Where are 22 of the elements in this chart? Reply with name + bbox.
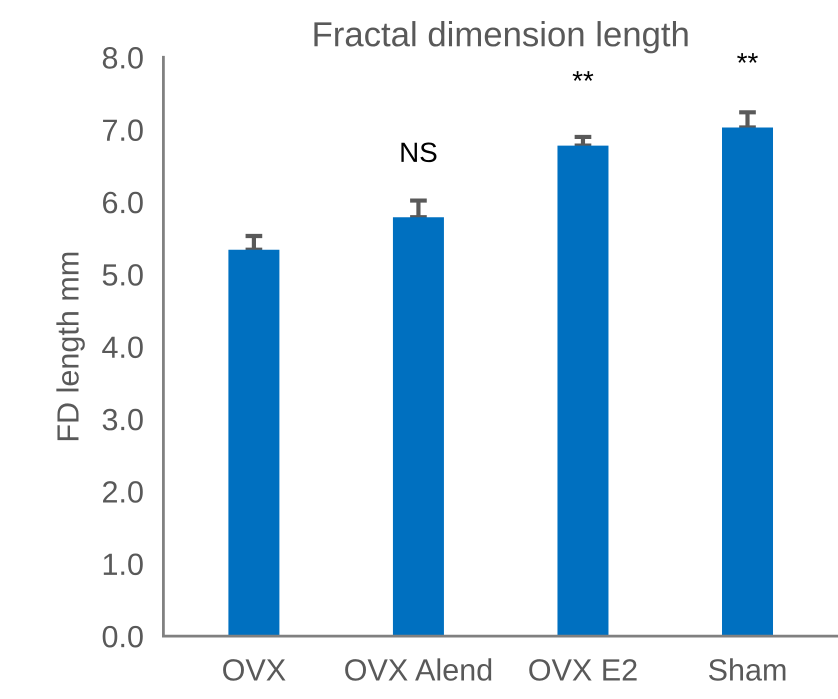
annotation: ** <box>737 53 758 63</box>
bar <box>557 146 608 636</box>
x-tick-label: OVX <box>223 659 286 681</box>
x-tick-label: OVX Alend <box>345 658 492 681</box>
bar <box>722 127 774 636</box>
y-axis-title: FD length mm <box>56 252 85 440</box>
y-tick-label: 3.0 <box>102 408 143 430</box>
annotation: ** <box>572 71 594 81</box>
bar <box>392 217 444 636</box>
x-tick-label: Sham <box>708 658 786 681</box>
y-tick-label: 0.0 <box>102 626 143 648</box>
y-tick-label: 4.0 <box>102 336 143 358</box>
chart-title: Fractal dimension length <box>314 21 688 54</box>
y-tick-label: 6.0 <box>103 192 143 214</box>
y-tick-label: 2.0 <box>103 481 143 503</box>
bar <box>228 250 280 636</box>
x-tick-label: OVX E2 <box>529 659 637 681</box>
y-tick-label: 7.0 <box>103 119 143 142</box>
y-tick-label: 5.0 <box>102 264 143 286</box>
annotation: NS <box>401 142 436 162</box>
y-tick-label: 8.0 <box>102 47 143 69</box>
y-tick-label: 1.0 <box>104 553 143 576</box>
